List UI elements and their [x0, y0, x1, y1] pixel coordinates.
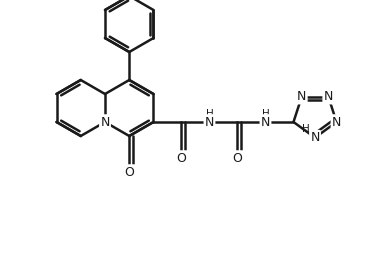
Text: O: O — [124, 166, 134, 179]
Text: H: H — [206, 109, 213, 119]
Text: H: H — [302, 124, 310, 134]
Text: H: H — [262, 109, 269, 119]
Text: O: O — [232, 152, 242, 165]
Text: O: O — [176, 152, 186, 165]
Text: N: N — [100, 115, 110, 128]
Text: N: N — [332, 115, 341, 128]
Text: N: N — [310, 131, 320, 144]
Text: N: N — [323, 90, 333, 103]
Text: N: N — [297, 90, 306, 103]
Text: N: N — [205, 115, 214, 128]
Text: N: N — [261, 115, 270, 128]
